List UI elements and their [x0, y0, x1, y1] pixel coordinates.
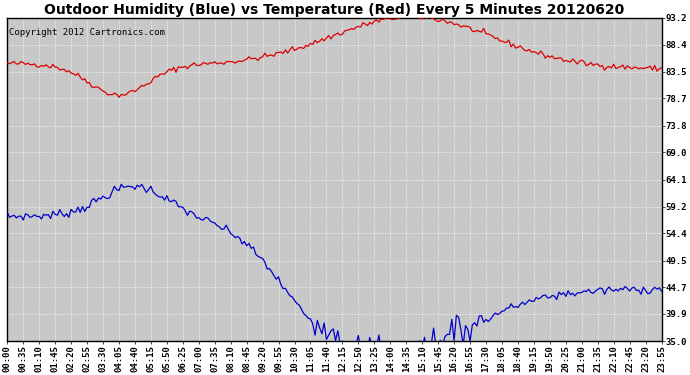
Title: Outdoor Humidity (Blue) vs Temperature (Red) Every 5 Minutes 20120620: Outdoor Humidity (Blue) vs Temperature (… [44, 3, 624, 17]
Text: Copyright 2012 Cartronics.com: Copyright 2012 Cartronics.com [9, 28, 165, 37]
